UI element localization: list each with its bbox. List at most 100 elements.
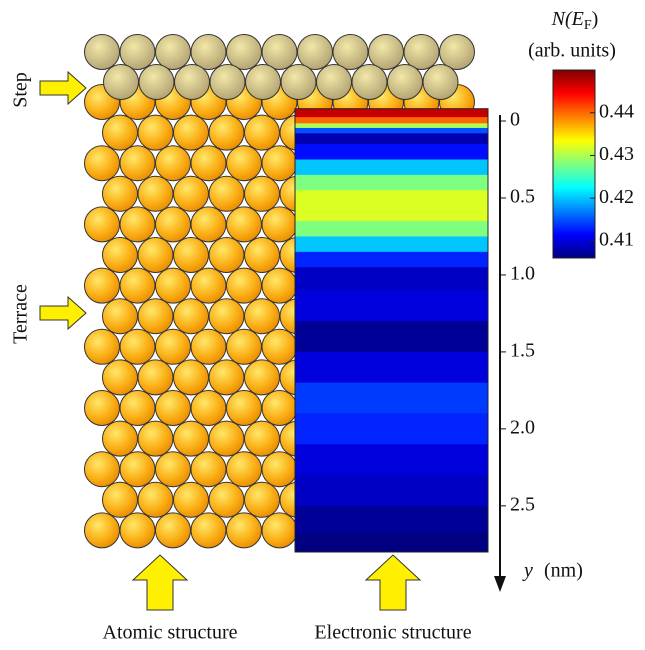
atom (156, 391, 191, 426)
atom (369, 35, 404, 70)
atom (138, 299, 173, 334)
atom (227, 146, 262, 181)
bottom-label: Electronic structure (314, 622, 471, 644)
atom (191, 329, 226, 364)
atom (227, 513, 262, 548)
atom (120, 329, 155, 364)
heat-band (295, 128, 488, 134)
atom (352, 65, 387, 100)
atom (103, 299, 138, 334)
heat-band (295, 133, 488, 144)
atom (209, 360, 244, 395)
y-tick-label: 1.5 (510, 339, 535, 361)
atom (174, 176, 209, 211)
atom (191, 207, 226, 242)
atom (227, 268, 262, 303)
atom (209, 238, 244, 273)
step-arrow (40, 72, 86, 104)
atom (139, 65, 174, 100)
atom (262, 452, 297, 487)
atom (85, 513, 120, 548)
colorbar-title-part: F (584, 18, 592, 33)
atom (245, 299, 280, 334)
atom (423, 65, 458, 100)
terrace-arrow (40, 297, 86, 329)
heat-band (295, 117, 488, 124)
atom (156, 207, 191, 242)
atom (245, 115, 280, 150)
heat-band (295, 109, 488, 118)
atom (174, 360, 209, 395)
atom (175, 65, 210, 100)
atom (245, 421, 280, 456)
axis-arrowhead (494, 576, 506, 592)
y-tick-label: 2.5 (510, 493, 535, 515)
atom (191, 146, 226, 181)
atom (103, 360, 138, 395)
heat-band (295, 252, 488, 268)
heatmap (295, 109, 488, 553)
atom (85, 329, 120, 364)
y-tick-label: 0.5 (510, 186, 535, 208)
atom (156, 268, 191, 303)
colorbar: 0.410.420.430.44 (553, 70, 634, 259)
atom (138, 176, 173, 211)
atom (138, 360, 173, 395)
up-arrow (133, 555, 187, 610)
atom (85, 268, 120, 303)
atom (156, 513, 191, 548)
atom (85, 391, 120, 426)
atom (227, 391, 262, 426)
y-tick-label: 1.0 (510, 263, 535, 285)
heat-band (295, 383, 488, 414)
atom (245, 482, 280, 517)
atom (156, 329, 191, 364)
atom (262, 268, 297, 303)
atom (209, 421, 244, 456)
heat-band (295, 533, 488, 553)
colorbar-tick-label: 0.44 (599, 100, 634, 122)
heat-band (295, 123, 488, 128)
atom (333, 35, 368, 70)
atom (209, 482, 244, 517)
atom (210, 65, 245, 100)
atom (246, 65, 281, 100)
atom (209, 176, 244, 211)
colorbar-title-part: E (571, 8, 584, 30)
heat-band (295, 190, 488, 206)
atom (227, 329, 262, 364)
atom (245, 360, 280, 395)
atom (262, 329, 297, 364)
colorbar-title: N(EF) (551, 8, 599, 34)
heat-band (295, 206, 488, 222)
atom (298, 35, 333, 70)
y-tick-label: 0 (510, 109, 520, 131)
atom (104, 65, 139, 100)
axis-unit: (nm) (544, 560, 583, 582)
heat-band (295, 352, 488, 383)
atom (191, 268, 226, 303)
atom (156, 452, 191, 487)
atom (103, 482, 138, 517)
side-label: Step (10, 72, 32, 108)
colorbar-title-part: ) (592, 8, 599, 30)
atom (103, 238, 138, 273)
atom (120, 146, 155, 181)
atom (262, 207, 297, 242)
atom (281, 65, 316, 100)
axis-symbol: y (522, 560, 533, 582)
heat-band (295, 221, 488, 237)
atom (120, 35, 155, 70)
atom (174, 421, 209, 456)
heat-band (295, 175, 488, 191)
atom (191, 35, 226, 70)
atom (138, 482, 173, 517)
heat-band (295, 290, 488, 321)
atom (262, 35, 297, 70)
atom (85, 146, 120, 181)
atom (138, 421, 173, 456)
figure: Step Terrace Atomic structure Electronic… (0, 0, 645, 650)
atom (103, 421, 138, 456)
atom (120, 391, 155, 426)
atom (174, 238, 209, 273)
